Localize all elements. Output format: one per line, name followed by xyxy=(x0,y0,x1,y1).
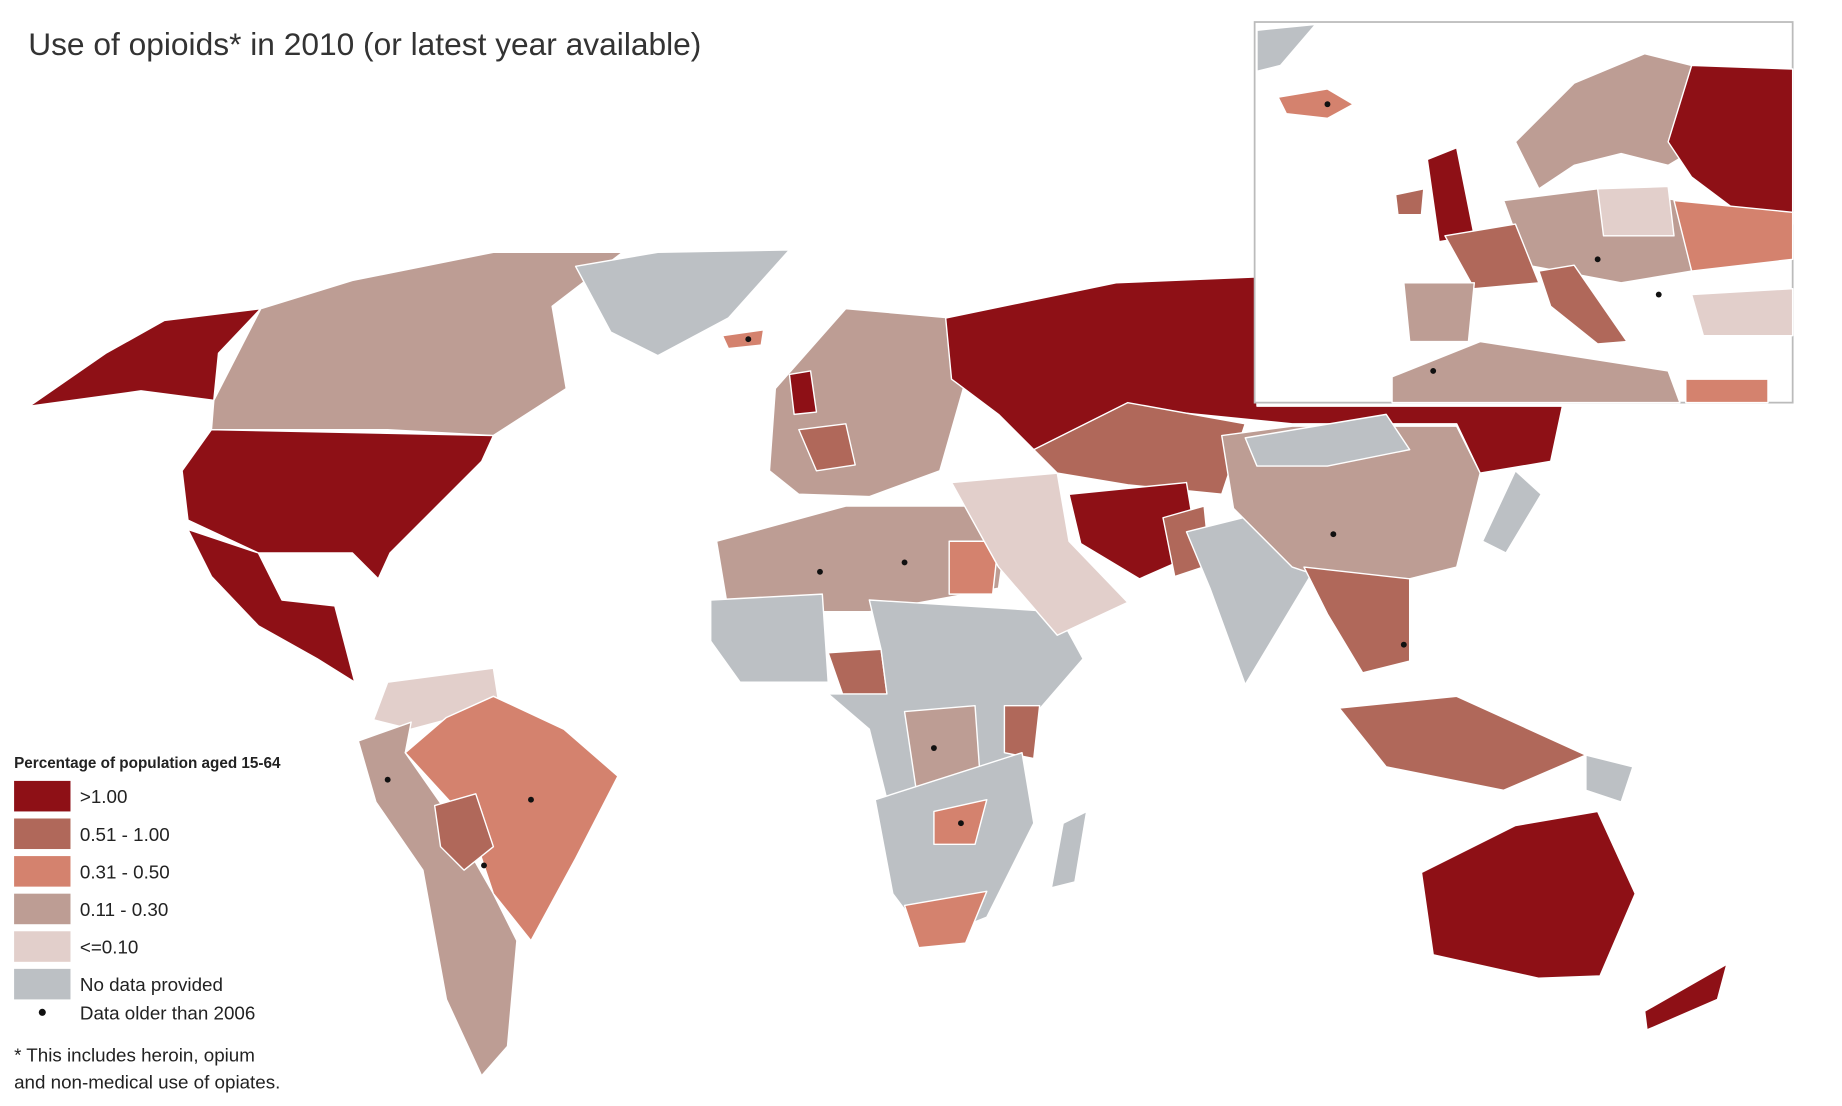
old-data-dot xyxy=(481,862,487,869)
legend-swatch xyxy=(14,968,71,1000)
inset-ukraine xyxy=(1673,199,1794,272)
papua xyxy=(1585,754,1634,803)
footnote-line: * This includes heroin, opium xyxy=(14,1045,255,1066)
west-africa xyxy=(710,593,829,683)
southern-africa xyxy=(874,752,1035,942)
old-data-dot xyxy=(1400,641,1407,648)
australia xyxy=(1420,810,1636,979)
old-data-dot xyxy=(745,336,752,343)
iran-afghanistan xyxy=(1068,481,1199,580)
france xyxy=(798,423,856,472)
legend-label: 0.31 - 0.50 xyxy=(80,861,170,882)
inset-iberia xyxy=(1403,282,1476,343)
inset-france xyxy=(1444,223,1540,290)
old-data-dot xyxy=(930,745,937,751)
old-data-dot xyxy=(528,796,534,803)
legend-swatch xyxy=(14,931,71,962)
southeast-asia xyxy=(1303,566,1411,674)
usa xyxy=(181,428,495,580)
legend-label: Data older than 2006 xyxy=(80,1002,255,1023)
new-zealand xyxy=(1643,963,1728,1031)
uk xyxy=(788,370,818,416)
old-data-dot xyxy=(1430,367,1437,374)
canada xyxy=(210,251,624,437)
kenya xyxy=(1003,705,1041,760)
south-africa xyxy=(903,890,988,949)
legend-label: 0.51 - 1.00 xyxy=(80,824,170,845)
bolivia xyxy=(433,793,495,871)
egypt xyxy=(948,540,1000,595)
old-data-dot xyxy=(384,776,391,783)
footnote-line: and non-medical use of opiates. xyxy=(14,1072,280,1093)
indonesia xyxy=(1338,695,1587,792)
map-title: Use of opioids* in 2010 (or latest year … xyxy=(28,26,701,62)
europe-inset xyxy=(1253,21,1794,404)
alaska xyxy=(28,307,262,407)
andean-south-america xyxy=(357,721,518,1077)
inset-egypt xyxy=(1685,378,1769,404)
mongolia xyxy=(1244,413,1411,467)
inset-turkey xyxy=(1690,287,1794,337)
greenland xyxy=(574,249,791,357)
legend-dot xyxy=(38,1008,46,1016)
old-data-dot xyxy=(1324,101,1331,108)
old-data-dot xyxy=(958,820,964,827)
inset-italy xyxy=(1538,264,1628,345)
legend-label: >1.00 xyxy=(80,786,128,807)
madagascar xyxy=(1050,810,1088,889)
brazil xyxy=(404,695,619,942)
mexico xyxy=(187,528,356,683)
legend: Percentage of population aged 15-64 >1.0… xyxy=(14,755,281,1023)
old-data-dot xyxy=(1655,291,1662,298)
iceland xyxy=(721,329,765,350)
inset-poland xyxy=(1596,185,1675,237)
old-data-dot xyxy=(901,559,908,566)
legend-swatch xyxy=(14,780,71,812)
old-data-dot xyxy=(817,568,823,575)
footnote: * This includes heroin, opium and non-me… xyxy=(14,1045,280,1093)
inset-ireland xyxy=(1394,188,1425,216)
legend-label: 0.11 - 0.30 xyxy=(80,899,168,920)
legend-swatch xyxy=(14,893,71,925)
legend-label: <=0.10 xyxy=(80,937,139,958)
inset-iceland xyxy=(1277,88,1355,120)
old-data-dot xyxy=(1594,256,1601,263)
legend-swatch xyxy=(14,856,71,887)
legend-label: No data provided xyxy=(80,974,223,995)
middle-east xyxy=(950,472,1129,636)
inset-greenland xyxy=(1256,23,1317,73)
legend-swatch xyxy=(14,818,71,850)
dots xyxy=(384,336,1407,869)
inset-north-africa xyxy=(1391,340,1681,404)
legend-title: Percentage of population aged 15-64 xyxy=(14,755,281,772)
japan xyxy=(1481,470,1542,554)
old-data-dot xyxy=(1330,531,1337,538)
